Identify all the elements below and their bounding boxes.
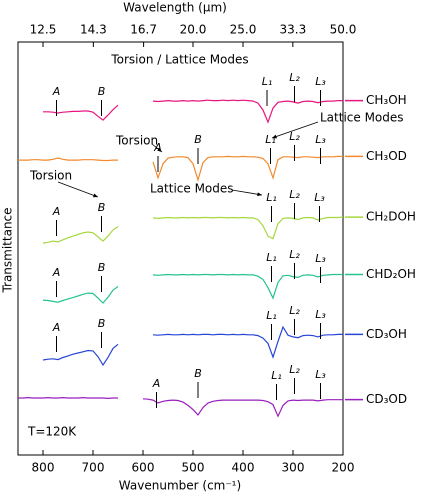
x-tick-label: 200 — [332, 461, 355, 475]
x2-tick-label: 12.5 — [30, 23, 57, 37]
peak-label: A — [152, 377, 161, 390]
peak-label: L₂ — [289, 188, 300, 201]
peak-label: A — [52, 321, 61, 334]
peak-label: A — [52, 205, 61, 218]
legend-label: CHD₂OH — [366, 267, 416, 281]
x2-axis-label: Wavelength (μm) — [123, 1, 227, 15]
spectrum-line — [18, 396, 343, 418]
mode-annotation: Lattice Modes — [320, 111, 404, 125]
peak-label: L₂ — [289, 248, 300, 261]
x-axis-label: Wavenumber (cm⁻¹) — [119, 479, 241, 493]
x2-tick-label: 25.0 — [230, 23, 257, 37]
arrow-head — [93, 193, 98, 198]
mode-annotation: Lattice Modes — [150, 182, 234, 196]
x-tick-label: 300 — [282, 461, 305, 475]
peak-label: B — [194, 367, 202, 380]
legend-label: CD₃OD — [366, 392, 407, 406]
peak-label: A — [52, 85, 61, 98]
annotation-arrow — [57, 181, 99, 198]
condition-note: T=120K — [27, 425, 77, 439]
peak-label: L₃ — [315, 75, 326, 88]
peak-label: L₁ — [266, 309, 277, 322]
x-tick-label: 400 — [232, 461, 255, 475]
peak-label: L₁ — [266, 251, 277, 264]
annotation-arrow — [271, 121, 319, 139]
x-tick-label: 700 — [82, 461, 105, 475]
chart-title: Torsion / Lattice Modes — [110, 53, 248, 67]
peak-label: L₂ — [289, 363, 300, 376]
peak-label: B — [194, 133, 202, 146]
legend-label: CD₃OH — [366, 327, 407, 341]
annotation-arrow — [231, 189, 263, 196]
y-axis-label: Transmittance — [1, 207, 15, 293]
mode-annotation: Torsion — [29, 169, 72, 183]
peak-label: L₁ — [266, 191, 277, 204]
x-tick-label: 500 — [182, 461, 205, 475]
peak-label: L₃ — [315, 308, 326, 321]
peak-label: L₃ — [315, 368, 326, 381]
legend-label: CH₂DOH — [366, 210, 416, 224]
peak-label: B — [98, 201, 106, 214]
x-tick-label: 800 — [32, 461, 55, 475]
spectrum-line — [43, 99, 343, 124]
arrow-head — [272, 134, 277, 139]
peak-label: A — [153, 141, 162, 154]
x-tick-label: 600 — [132, 461, 155, 475]
peak-label: A — [52, 266, 61, 279]
x2-tick-label: 33.3 — [279, 23, 306, 37]
peak-label: B — [98, 261, 106, 274]
peak-label: L₂ — [289, 71, 300, 84]
peak-label: B — [98, 317, 106, 330]
peak-label: L₃ — [315, 133, 326, 146]
peak-label: L₃ — [314, 191, 325, 204]
peak-label: L₃ — [315, 252, 326, 265]
peak-label: L₁ — [271, 369, 282, 382]
x2-tick-label: 20.0 — [180, 23, 207, 37]
arrow-head — [157, 147, 162, 152]
plot-frame — [17, 41, 344, 456]
legend-label: CH₃OD — [366, 149, 407, 163]
spectrum-line — [42, 325, 343, 367]
mode-annotation: Torsion — [115, 134, 158, 148]
peak-label: L₁ — [262, 75, 273, 88]
peak-label: B — [98, 85, 106, 98]
peak-label: L₂ — [289, 304, 300, 317]
legend-label: CH₃OH — [366, 93, 407, 107]
spectrum-line — [18, 155, 343, 182]
x2-tick-label: 14.3 — [80, 23, 107, 37]
spectrum-line — [42, 216, 344, 244]
peak-label: L₂ — [289, 130, 300, 143]
x2-tick-label: 50.0 — [330, 23, 357, 37]
arrow-head — [257, 192, 262, 197]
spectrum-line — [42, 273, 343, 304]
x2-tick-label: 16.7 — [130, 23, 157, 37]
peak-label: L₁ — [265, 133, 276, 146]
